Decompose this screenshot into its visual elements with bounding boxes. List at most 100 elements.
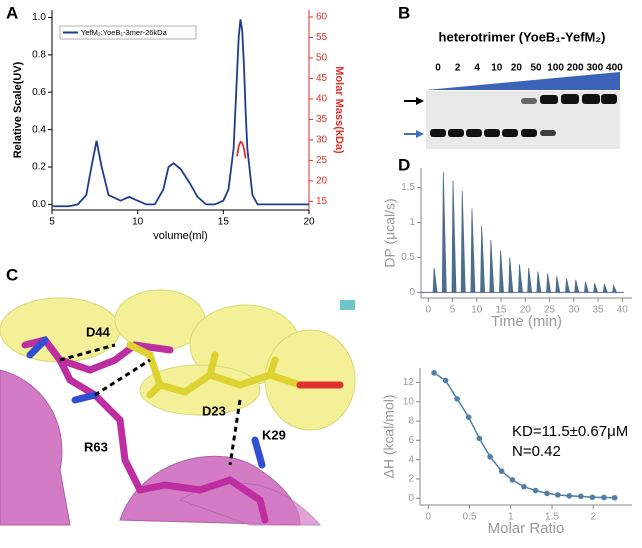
y-tick-label: 1.5 xyxy=(401,182,415,193)
injection-peak xyxy=(546,273,552,293)
y-tick-label: 0 xyxy=(408,493,414,504)
y2-tick-label: 15 xyxy=(316,196,328,207)
x-tick-label: 0 xyxy=(425,305,431,316)
residue-label: D44 xyxy=(86,324,111,339)
structure-panel: D44 D23 R63 K29 xyxy=(0,285,356,526)
injection-peak xyxy=(518,264,523,293)
x-axis-label: Molar Ratio xyxy=(488,520,565,537)
data-point xyxy=(454,396,460,402)
data-point xyxy=(431,370,437,376)
injection-peak xyxy=(432,267,438,293)
y-tick-label: 4 xyxy=(408,454,414,465)
y-axis-label: DP (μcal/s) xyxy=(382,198,398,267)
data-point xyxy=(601,494,607,501)
data-point xyxy=(566,493,573,499)
lane-label: 200 xyxy=(567,63,584,74)
black-arrow xyxy=(404,97,424,105)
lane-label: 4 xyxy=(474,63,480,74)
data-point xyxy=(589,494,596,501)
y-tick-label: 0 xyxy=(409,287,415,298)
data-point xyxy=(487,453,493,460)
lane-label: 50 xyxy=(530,63,542,74)
injection-peak xyxy=(480,225,486,293)
x-tick-label: 10 xyxy=(471,305,483,316)
gel-panel: heterotrimer (YoeB₁-YefM₂) xyxy=(404,29,620,149)
data-point xyxy=(578,493,584,500)
injection-peak xyxy=(602,283,608,293)
lane-label: 400 xyxy=(606,63,623,74)
injection-peak xyxy=(593,283,599,293)
x-tick-label: 25 xyxy=(544,305,556,316)
x-tick-label: 5 xyxy=(450,305,456,316)
data-point xyxy=(509,477,516,483)
lane-label: 2 xyxy=(455,63,461,74)
injection-peak xyxy=(565,278,571,293)
injection-peak xyxy=(612,283,618,293)
lane-label: 100 xyxy=(547,63,564,74)
x-axis-label: Time (min) xyxy=(491,313,562,330)
residue-label: D23 xyxy=(202,403,226,418)
residue-label: R63 xyxy=(84,439,108,454)
blue-arrow xyxy=(404,130,424,138)
data-point xyxy=(442,377,449,384)
data-point xyxy=(544,490,550,497)
y2-tick-label: 25 xyxy=(316,155,328,166)
y-tick-label: 0.8 xyxy=(32,50,46,61)
data-point xyxy=(498,468,505,475)
y2-tick-label: 20 xyxy=(316,176,328,187)
data-line xyxy=(236,140,247,159)
legend-label: YefM₂:YoeB₁-3mer-26kDa xyxy=(81,28,168,37)
y-tick-label: 0.2 xyxy=(32,162,46,173)
y2-axis-label: Molar Mass(kDa) xyxy=(333,66,345,154)
x-tick-label: 10 xyxy=(132,217,144,228)
y2-tick-label: 35 xyxy=(316,114,328,125)
injection-peak xyxy=(451,180,457,293)
injection-peak xyxy=(441,172,447,293)
data-point xyxy=(611,494,618,501)
y-tick-label: 1.0 xyxy=(32,12,46,23)
x-tick-label: 0 xyxy=(425,512,431,523)
legend-box xyxy=(59,25,197,40)
residue-label: K29 xyxy=(262,427,286,442)
x-tick-label: 35 xyxy=(592,305,604,316)
annotation: N=0.42 xyxy=(512,443,561,460)
data-point xyxy=(554,492,561,498)
x-tick-label: 30 xyxy=(568,305,580,316)
data-point xyxy=(521,483,527,490)
annotation: KD=11.5±0.67μM xyxy=(512,423,628,440)
lane-label: 20 xyxy=(511,63,523,74)
y-tick-label: 2 xyxy=(408,474,414,485)
x-tick-label: 20 xyxy=(303,217,315,228)
y2-tick-label: 30 xyxy=(316,135,328,146)
lane-label: 10 xyxy=(491,63,503,74)
data-point xyxy=(465,414,472,421)
x-tick-label: 5 xyxy=(49,217,55,228)
injection-peak xyxy=(460,191,466,293)
x-tick-label: 40 xyxy=(617,305,629,316)
data-point xyxy=(532,487,539,494)
injection-peak xyxy=(470,208,476,293)
gel-bands xyxy=(430,94,617,137)
y-tick-label: 0.0 xyxy=(32,199,46,210)
gradient-wedge xyxy=(426,72,620,90)
x-tick-label: 20 xyxy=(520,305,532,316)
injection-peak xyxy=(583,281,589,293)
y-axis-label: Relative Scale(UV) xyxy=(12,61,24,158)
y2-tick-label: 50 xyxy=(316,53,328,64)
y-tick-label: 6 xyxy=(408,435,414,446)
injection-peak xyxy=(499,250,504,293)
y-tick-label: 8 xyxy=(408,416,414,427)
panel-label: B xyxy=(398,3,410,22)
y-tick-label: 1 xyxy=(409,217,415,228)
y2-tick-label: 55 xyxy=(316,32,328,43)
x-tick-label: 15 xyxy=(218,217,230,228)
y-tick-label: 12 xyxy=(403,377,415,388)
y-axis-label: ΔH (kcal/mol) xyxy=(381,394,397,478)
y-tick-label: 10 xyxy=(403,396,415,407)
data-line xyxy=(52,19,309,208)
x-tick-label: 0.5 xyxy=(463,512,477,523)
gel-title: heterotrimer (YoeB₁-YefM₂) xyxy=(439,29,606,44)
data-point xyxy=(476,435,483,442)
injection-peak xyxy=(574,279,580,293)
y2-tick-label: 40 xyxy=(316,94,328,105)
